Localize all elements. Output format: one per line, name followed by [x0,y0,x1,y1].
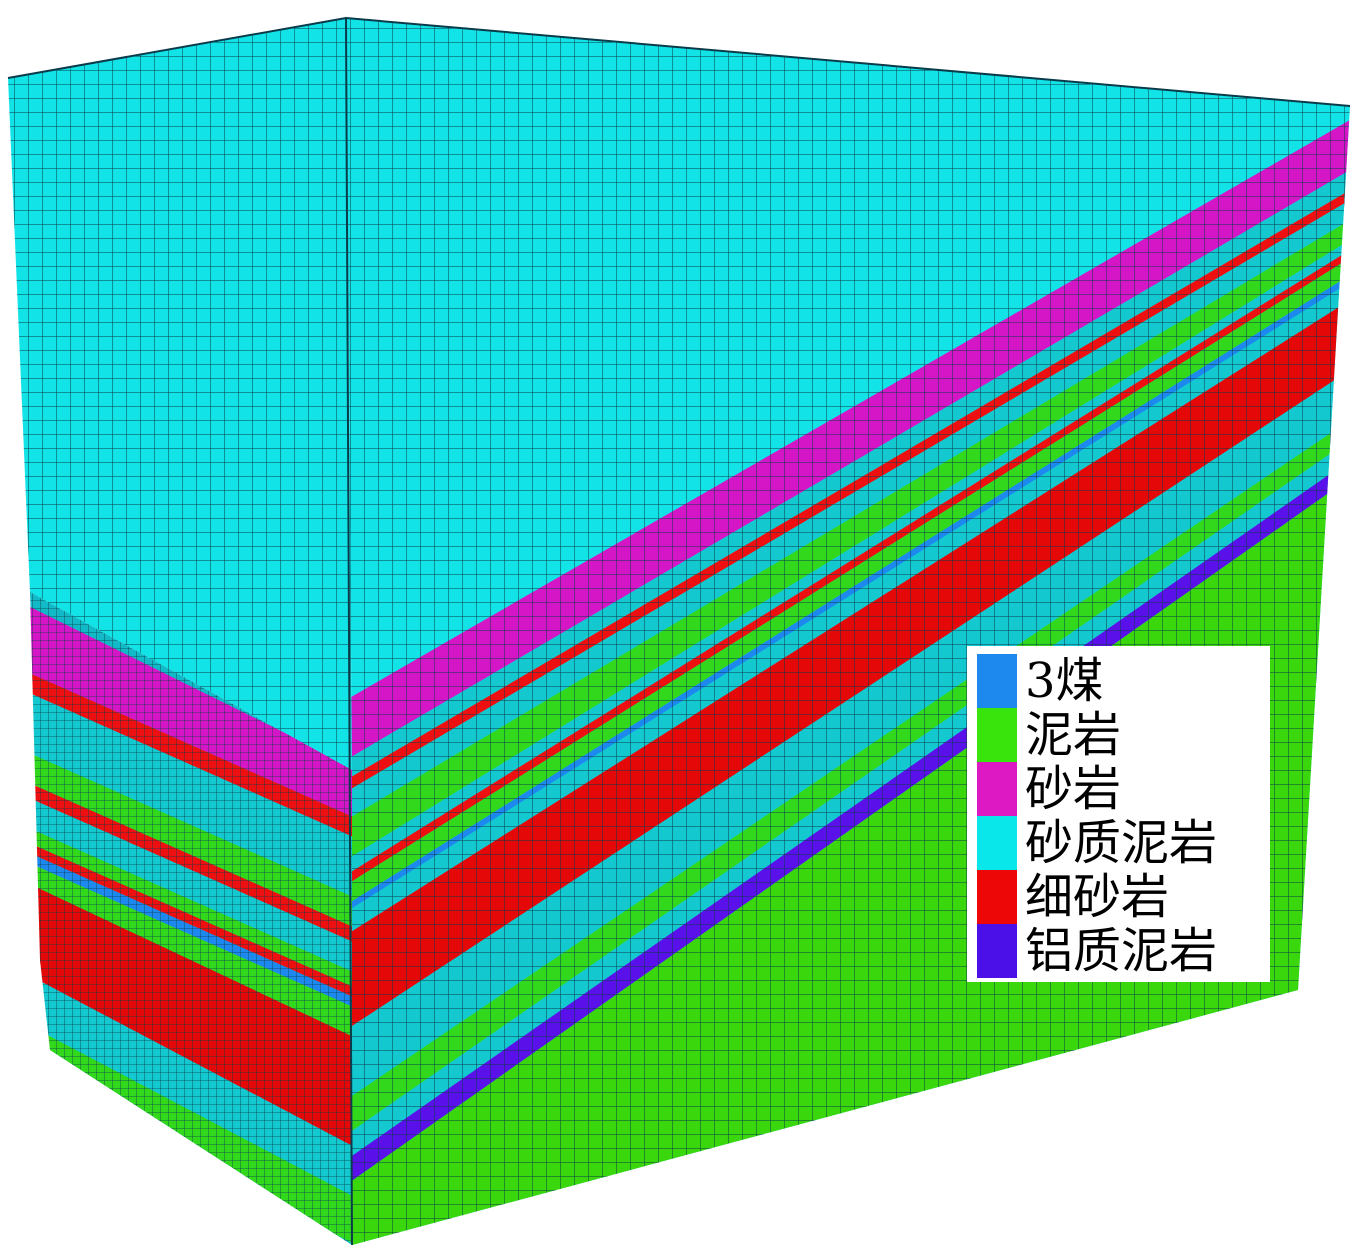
legend-item-sandy-mudstone: 砂质泥岩 [977,816,1270,870]
legend-item-sandstone: 砂岩 [977,762,1270,816]
legend-item-aluminous-mudstone: 铝质泥岩 [977,924,1270,978]
legend-swatch [977,762,1017,816]
legend-label: 铝质泥岩 [1025,923,1218,979]
legend-label: 细砂岩 [1025,869,1170,925]
legend-label: 砂岩 [1025,761,1122,817]
legend-item-mudstone: 泥岩 [977,708,1270,762]
legend-swatch [977,924,1017,978]
legend-label: 砂质泥岩 [1025,815,1218,871]
legend-label: 泥岩 [1025,707,1122,763]
legend-item-fine-sandstone: 细砂岩 [977,870,1270,924]
legend-label: 3煤 [1025,653,1104,709]
legend: 3煤 泥岩 砂岩 砂质泥岩 细砂岩 铝质泥岩 [967,646,1270,982]
legend-swatch [977,708,1017,762]
legend-swatch [977,870,1017,924]
legend-item-coal: 3煤 [977,654,1270,708]
legend-swatch [977,654,1017,708]
legend-swatch [977,816,1017,870]
